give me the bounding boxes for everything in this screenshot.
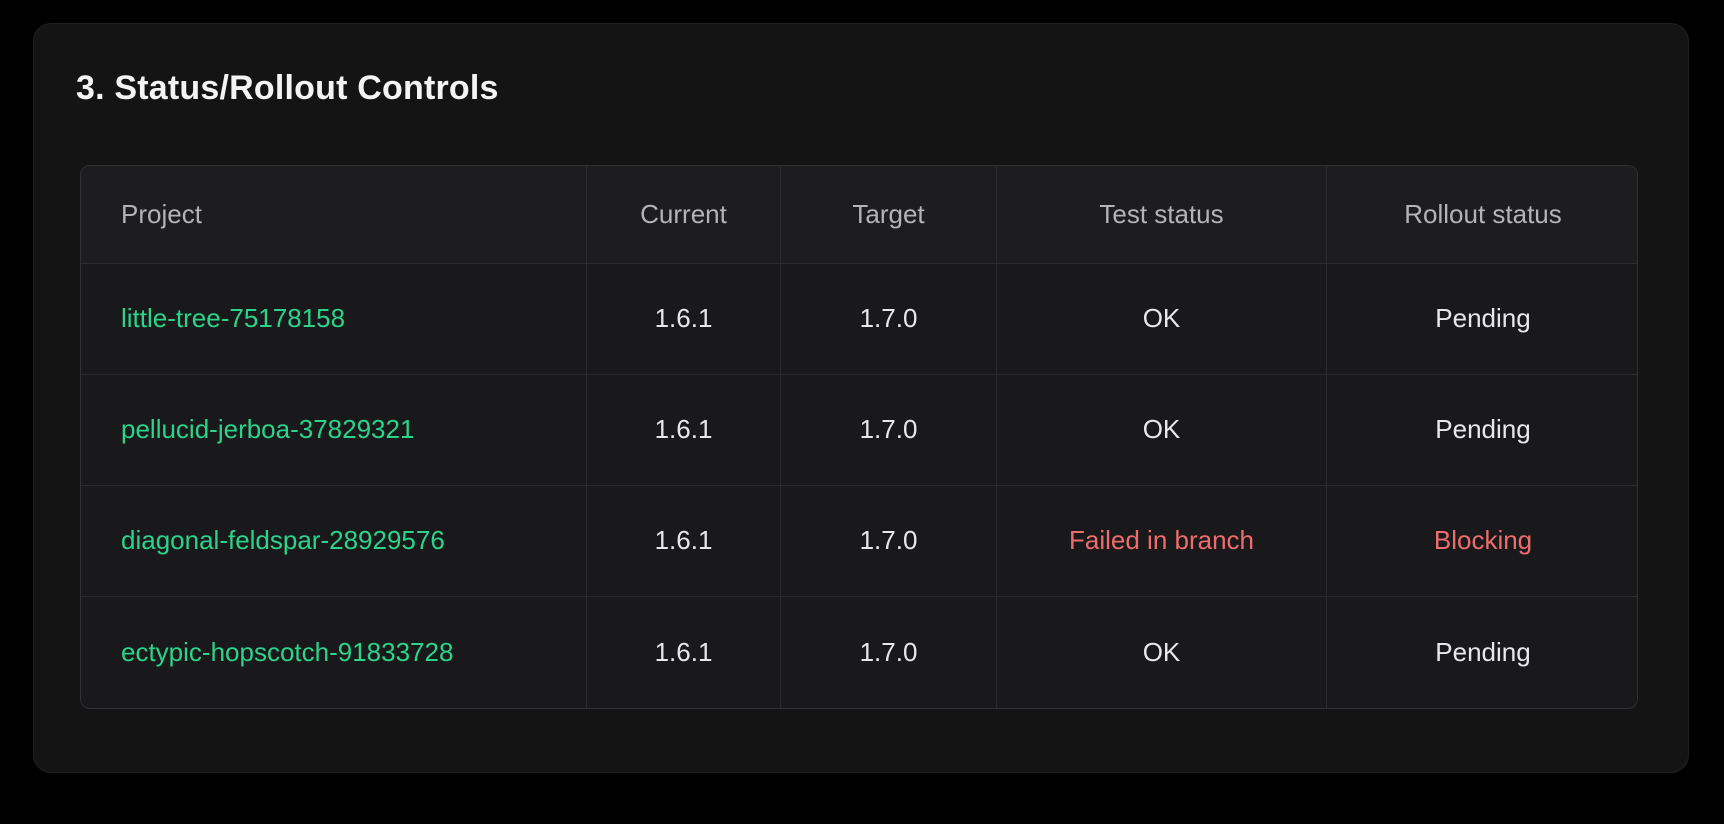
target-version-cell: 1.7.0 bbox=[781, 263, 997, 375]
current-version-cell: 1.6.1 bbox=[587, 596, 781, 708]
project-link[interactable]: pellucid-jerboa-37829321 bbox=[121, 414, 415, 445]
current-version-cell: 1.6.1 bbox=[587, 374, 781, 486]
project-link[interactable]: diagonal-feldspar-28929576 bbox=[121, 525, 445, 556]
target-version-cell: 1.7.0 bbox=[781, 596, 997, 708]
target-version-cell: 1.7.0 bbox=[781, 485, 997, 597]
page-title: 3. Status/Rollout Controls bbox=[76, 69, 499, 107]
table-row: diagonal-feldspar-28929576 1.6.1 1.7.0 F… bbox=[81, 485, 1637, 597]
rollout-table-grid: Project Current Target Test status Rollo… bbox=[81, 165, 1637, 708]
column-header-test-status: Test status bbox=[997, 165, 1327, 264]
test-status-cell: Failed in branch bbox=[997, 485, 1327, 597]
table-header-row: Project Current Target Test status Rollo… bbox=[81, 165, 1637, 264]
target-version-cell: 1.7.0 bbox=[781, 374, 997, 486]
column-header-rollout-status: Rollout status bbox=[1327, 165, 1637, 264]
rollout-status-cell: Blocking bbox=[1327, 485, 1637, 597]
current-version-cell: 1.6.1 bbox=[587, 485, 781, 597]
test-status-cell: OK bbox=[997, 263, 1327, 375]
project-link[interactable]: little-tree-75178158 bbox=[121, 303, 346, 334]
rollout-status-cell: Pending bbox=[1327, 374, 1637, 486]
test-status-cell: OK bbox=[997, 596, 1327, 708]
table-row: little-tree-75178158 1.6.1 1.7.0 OK Pend… bbox=[81, 263, 1637, 375]
test-status-cell: OK bbox=[997, 374, 1327, 486]
project-cell: little-tree-75178158 bbox=[81, 263, 587, 375]
status-rollout-panel: 3. Status/Rollout Controls Project Curre… bbox=[33, 23, 1689, 773]
project-cell: pellucid-jerboa-37829321 bbox=[81, 374, 587, 486]
column-header-project: Project bbox=[81, 165, 587, 264]
project-cell: ectypic-hopscotch-91833728 bbox=[81, 596, 587, 708]
rollout-table: Project Current Target Test status Rollo… bbox=[80, 164, 1638, 709]
table-row: ectypic-hopscotch-91833728 1.6.1 1.7.0 O… bbox=[81, 596, 1637, 708]
rollout-status-cell: Pending bbox=[1327, 263, 1637, 375]
project-cell: diagonal-feldspar-28929576 bbox=[81, 485, 587, 597]
column-header-target: Target bbox=[781, 165, 997, 264]
rollout-status-cell: Pending bbox=[1327, 596, 1637, 708]
table-row: pellucid-jerboa-37829321 1.6.1 1.7.0 OK … bbox=[81, 374, 1637, 486]
project-link[interactable]: ectypic-hopscotch-91833728 bbox=[121, 636, 454, 667]
current-version-cell: 1.6.1 bbox=[587, 263, 781, 375]
column-header-current: Current bbox=[587, 165, 781, 264]
